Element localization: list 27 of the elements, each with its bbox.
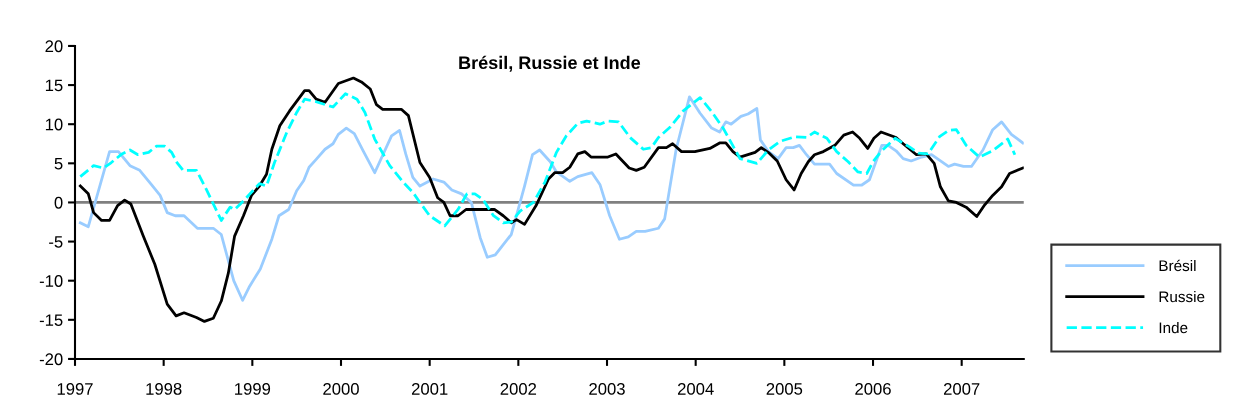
legend-label: Inde <box>1159 322 1188 334</box>
x-tick-label: 1997 <box>57 382 93 395</box>
y-tick-label: 20 <box>45 40 63 53</box>
y-tick-label: -15 <box>39 314 63 327</box>
y-tick-label: -5 <box>49 236 63 248</box>
line-series <box>78 95 1024 302</box>
x-tick-label: 2001 <box>411 382 448 395</box>
x-tick-label: 2007 <box>943 382 980 395</box>
legend-label: Russie <box>1159 290 1205 303</box>
y-tick-label: 15 <box>45 79 63 92</box>
x-tick-label: 2005 <box>766 382 803 395</box>
y-tick-label: -20 <box>39 353 63 366</box>
x-tick-label: 1998 <box>146 382 182 395</box>
x-tick-label: 2002 <box>500 382 537 395</box>
line-series <box>78 76 1024 323</box>
legend-label: Brésil <box>1159 259 1196 272</box>
chart-title: Brésil, Russie et Inde <box>459 55 641 72</box>
x-tick-label: 2003 <box>589 382 625 395</box>
y-tick-label: 5 <box>54 157 63 170</box>
x-tick-label: 2004 <box>677 382 714 395</box>
y-tick-label: 10 <box>45 118 63 131</box>
x-tick-label: 2006 <box>855 382 891 395</box>
x-tick-label: 2000 <box>323 382 359 395</box>
x-tick-label: 1999 <box>235 382 271 395</box>
y-tick-label: -10 <box>39 275 63 287</box>
y-tick-label: 0 <box>54 196 63 209</box>
line-series <box>78 92 1017 228</box>
